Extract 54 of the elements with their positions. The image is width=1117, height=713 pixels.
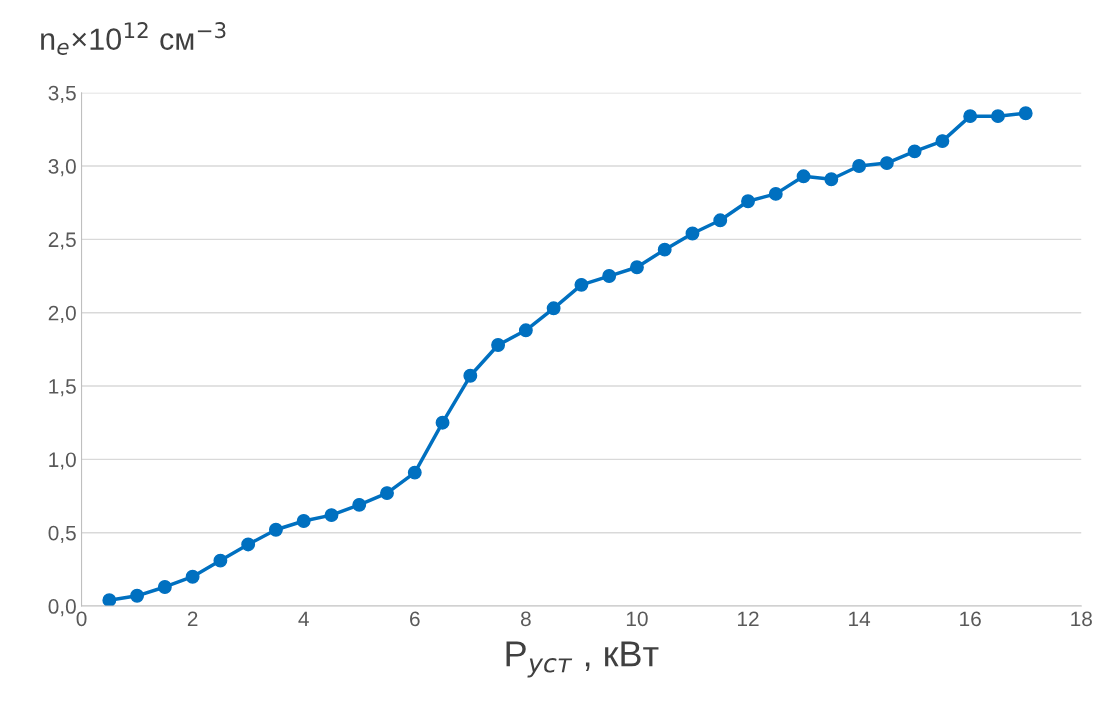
point <box>796 169 811 184</box>
point <box>130 588 145 603</box>
y-tick-label: 1,0 <box>49 452 76 470</box>
y-tick-label: 0,5 <box>48 525 76 543</box>
y-tick-label: 3,5 <box>48 85 76 103</box>
x-axis-title: P$_{уст}$ , кВт <box>506 641 659 678</box>
point <box>1018 106 1033 121</box>
x-tick-label: 18 <box>1071 611 1092 627</box>
y-tick-label: 2,5 <box>48 232 76 250</box>
point <box>352 497 367 512</box>
y-tick-label: 1,5 <box>49 379 76 397</box>
point <box>963 109 978 124</box>
x-tick-label: 8 <box>520 611 531 627</box>
point <box>824 172 839 187</box>
point <box>879 156 894 171</box>
point <box>380 486 394 501</box>
point <box>546 301 561 316</box>
y-tick-label: 2,0 <box>48 305 76 323</box>
point <box>574 277 589 292</box>
y-axis-title: n$_{e}$×10$^{12}$ см$^{−3}$ <box>41 22 226 55</box>
x-tick-label: 6 <box>410 611 420 627</box>
point <box>991 109 1005 124</box>
point <box>102 593 117 607</box>
point <box>741 194 755 209</box>
x-tick-label: 2 <box>187 611 198 627</box>
point <box>185 569 200 584</box>
x-tick-label: 4 <box>298 611 309 627</box>
x-tick-label: 16 <box>960 611 981 627</box>
point <box>685 226 700 241</box>
point <box>296 514 311 528</box>
point <box>157 580 172 594</box>
x-tick-label: 14 <box>849 611 871 627</box>
point <box>407 465 422 480</box>
point <box>491 338 506 352</box>
point <box>268 522 283 537</box>
point <box>768 186 783 201</box>
point <box>907 144 922 159</box>
point <box>463 368 478 383</box>
y-tick-label: 0,0 <box>48 599 76 617</box>
x-tick-label: 0 <box>76 611 87 627</box>
point <box>602 269 617 283</box>
x-tick-label: 12 <box>738 611 759 627</box>
point <box>324 508 339 523</box>
point <box>713 213 728 228</box>
point <box>213 553 228 568</box>
point <box>241 537 256 552</box>
y-tick-label: 3,0 <box>48 159 76 177</box>
point <box>629 260 644 275</box>
point <box>657 242 672 257</box>
point <box>518 323 533 338</box>
point <box>435 415 450 430</box>
point <box>852 159 867 173</box>
point <box>935 134 950 149</box>
x-tick-label: 10 <box>626 611 648 627</box>
